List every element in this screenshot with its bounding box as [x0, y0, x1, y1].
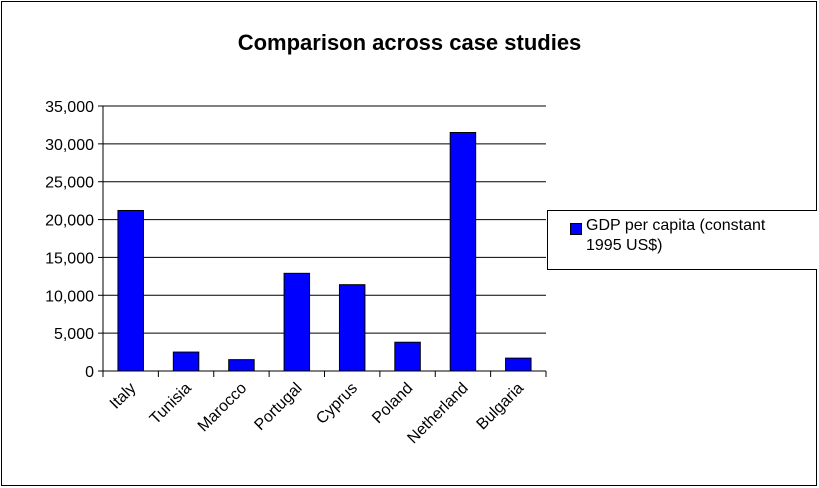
x-tick-label: Marocco [195, 380, 250, 435]
x-tick-label: Bulgaria [474, 380, 528, 434]
bar [117, 209, 144, 372]
bar [283, 272, 311, 372]
bar [505, 357, 532, 372]
y-tick-label: 5,000 [54, 326, 94, 343]
y-tick-label: 30,000 [45, 137, 94, 154]
legend-swatch [570, 223, 582, 235]
bar [172, 351, 200, 372]
x-tick-label: Tunisia [147, 380, 195, 428]
x-tick-label: Portugal [251, 380, 305, 434]
x-tick-label: Italy [107, 380, 140, 413]
chart-title: Comparison across case studies [237, 30, 582, 55]
y-tick-label: 0 [85, 364, 94, 381]
y-tick-label: 20,000 [45, 213, 94, 230]
legend-label: GDP per capita (constant 1995 US$) [586, 217, 766, 254]
x-tick-label: Cyprus [313, 380, 361, 428]
legend: GDP per capita (constant 1995 US$) [547, 210, 817, 270]
y-tick-label: 25,000 [45, 175, 94, 192]
bar [394, 341, 421, 372]
x-tick-label: Netherland [404, 380, 471, 447]
bar [449, 132, 477, 372]
y-tick-label: 35,000 [45, 99, 94, 116]
bar [228, 359, 255, 372]
x-tick-label: Poland [369, 380, 416, 427]
y-tick-label: 10,000 [45, 288, 94, 305]
bar [338, 284, 366, 372]
y-tick-label: 15,000 [45, 250, 94, 267]
